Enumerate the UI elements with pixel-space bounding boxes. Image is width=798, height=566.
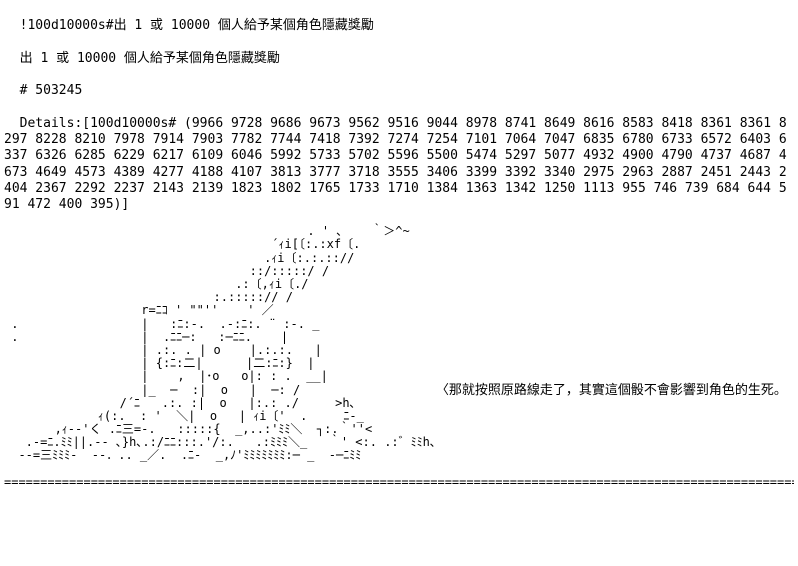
section-divider: ========================================… [0,475,794,490]
roll-details: Details:[100d10000s# (9966 9728 9686 967… [4,116,787,212]
story-caption: 〈那就按照原路線走了，其實這個骰不會影響到角色的生死。 [436,213,787,399]
content-row: . ' ､ ｀＞^~ ´ｨi[〔:.:xf〔. .ｨi〔:.:.::// ::/… [0,213,798,474]
roll-total: # 503245 [20,83,83,98]
roll-command: !100d10000s#出 1 或 10000 個人給予某個角色隱藏獎勵 [20,18,374,33]
dice-roll-header: !100d10000s#出 1 或 10000 個人給予某個角色隱藏獎勵 出 1… [0,0,798,213]
roll-description: 出 1 或 10000 個人給予某個角色隱藏獎勵 [20,51,280,66]
ascii-grave-art: . ' ､ ｀＞^~ ´ｨi[〔:.:xf〔. .ｨi〔:.:.::// ::/… [0,225,436,462]
